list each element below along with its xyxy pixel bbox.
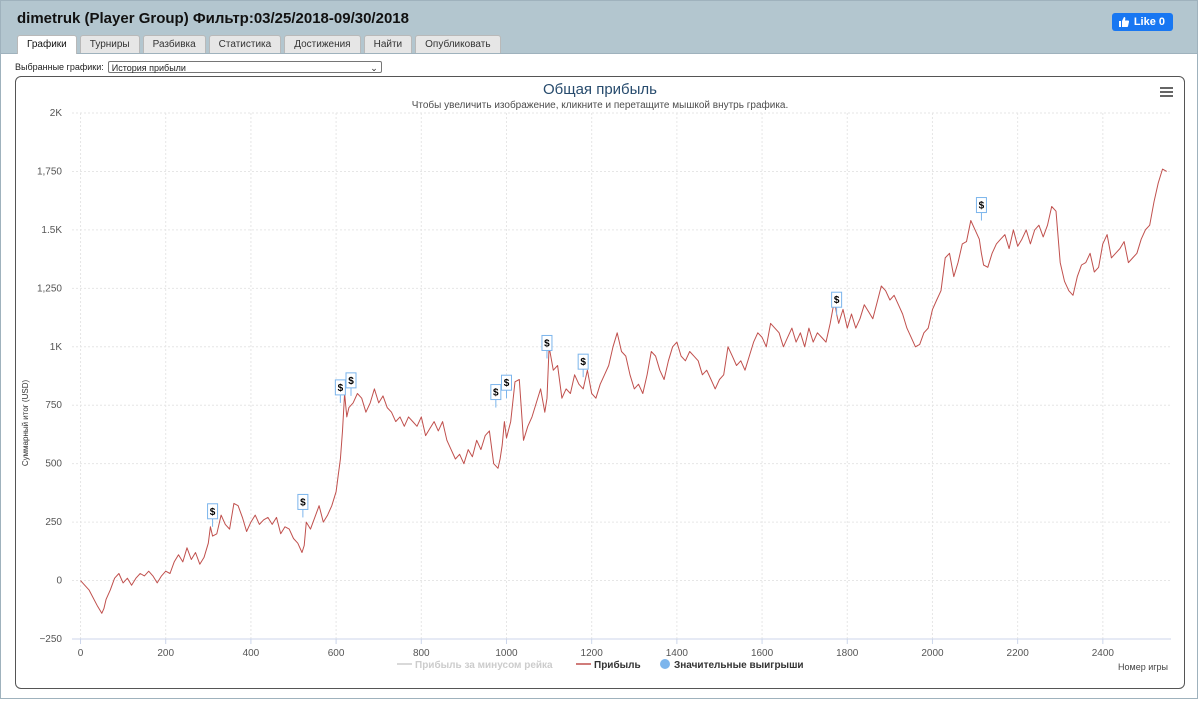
x-tick-label: 200 [157,648,174,659]
y-axis-label: Суммарный итог (USD) [21,380,30,467]
big-win-flag-box [490,384,502,401]
legend-label-big-wins: Значительные выигрыши [674,660,804,671]
y-tick-label: 1,750 [37,166,62,177]
big-win-flag-label: $ [210,507,216,518]
big-win-flag-label: $ [504,378,510,389]
big-win-flag-label: $ [979,201,985,212]
y-tick-label: −250 [39,634,62,645]
x-axis-label: Номер игры [1118,662,1168,672]
chart-title: Общая прибыль [543,81,657,98]
y-tick-label: 1K [50,342,63,353]
big-win-flag-box [577,353,589,370]
window-title: dimetruk (Player Group) Фильтр:03/25/201… [17,10,409,27]
tab-tournaments[interactable]: Турниры [79,35,140,53]
y-tick-label: 750 [45,400,62,411]
chart-selector-dropdown[interactable]: История прибыли ⌄ [107,61,382,73]
x-axis-ticks: 0 200 400 600 800 1000 1200 1400 1600 1800 2000 220… [78,639,1115,659]
x-tick-label: 2000 [921,648,944,659]
tab-achievements[interactable]: Достижения [284,35,361,53]
tab-find[interactable]: Найти [363,35,413,53]
x-tick-label: 1000 [495,648,518,659]
y-tick-label: 1,250 [37,283,62,294]
big-win-flag[interactable]: $ [541,334,553,359]
legend-swatch-big-wins [660,659,670,669]
chart-subtitle: Чтобы увеличить изображение, кликните и … [412,99,789,111]
big-win-flag-box [541,334,553,351]
chevron-down-icon: ⌄ [370,63,378,73]
tab-breakdown[interactable]: Разбивка [142,35,206,53]
legend-label-profit: Прибыль [594,659,641,671]
grid-lines [72,112,1171,640]
thumbs-up-icon [1118,17,1129,27]
big-win-flag-label: $ [580,357,586,368]
context-menu-button[interactable] [1154,83,1176,103]
big-win-flag-box [334,379,346,396]
x-tick-label: 400 [243,648,260,659]
big-win-flag[interactable]: $ [345,372,357,396]
chart-selector-value: История прибыли [111,63,186,73]
big-wins-markers[interactable]: $ $ $ $ $ $ $ $ $ $ [207,197,987,527]
x-tick-label: 600 [328,648,345,659]
tab-publish[interactable]: Опубликовать [415,35,501,53]
x-tick-label: 1800 [836,648,859,659]
profit-series-line[interactable] [80,168,1167,614]
big-win-flag-label: $ [834,295,840,306]
facebook-like-button[interactable]: Like 0 [1111,13,1173,31]
y-tick-label: 0 [56,576,62,587]
y-tick-label: 1.5K [41,225,62,236]
legend-item-big-wins[interactable]: Значительные выигрыши [660,659,804,671]
big-win-flag[interactable]: $ [207,503,219,527]
big-win-flag-box [207,503,219,520]
big-win-flag[interactable]: $ [490,384,502,408]
legend-item-profit[interactable]: Прибыль [576,659,641,671]
like-label: Like 0 [1133,16,1165,28]
x-tick-label: 800 [413,648,430,659]
x-tick-label: 2400 [1092,648,1115,659]
tab-charts[interactable]: Графики [17,35,77,54]
x-tick-label: 1400 [666,648,689,659]
big-win-flag-box [345,372,357,389]
big-win-flag[interactable]: $ [577,353,589,378]
big-win-flag-label: $ [338,383,344,394]
y-tick-label: 500 [45,459,62,470]
x-tick-label: 1200 [581,648,604,659]
big-win-flag[interactable]: $ [975,197,987,221]
legend-label-rake: Прибыль за минусом рейка [415,659,553,671]
big-win-flag-box [297,493,309,510]
big-win-flag-label: $ [348,376,354,387]
tab-statistics[interactable]: Статистика [208,35,282,53]
hamburger-menu-icon [1160,87,1173,97]
series-layer [80,168,1167,614]
x-tick-label: 1600 [751,648,774,659]
big-win-flag-label: $ [493,388,499,399]
big-win-flag[interactable]: $ [334,379,346,403]
big-win-flag-box [500,374,512,391]
chart-legend: Прибыль за минусом рейка Прибыль Значите… [397,659,804,671]
x-tick-label: 2200 [1007,648,1030,659]
y-axis-ticks: −250 0 250 500 750 1K 1,250 1.5K 1,750 2K [37,108,62,645]
big-win-flag-box [831,291,843,308]
chart-selector-row: Выбранные графики: История прибыли ⌄ [15,61,382,73]
x-tick-label: 0 [78,648,84,659]
big-win-flag-box [975,197,987,214]
y-tick-label: 250 [45,517,62,528]
profit-chart[interactable]: −250 0 250 500 750 1K 1,250 1.5K 1,750 2K 0 200 400… [16,77,1184,688]
chart-container[interactable]: −250 0 250 500 750 1K 1,250 1.5K 1,750 2K 0 200 400… [15,76,1185,689]
big-win-flag[interactable]: $ [500,374,512,399]
chart-selector-label: Выбранные графики: [15,62,104,72]
big-win-flag[interactable]: $ [297,493,309,518]
big-win-flag-label: $ [544,338,550,349]
tab-bar: Графики Турниры Разбивка Статистика Дост… [17,35,501,54]
legend-item-rake[interactable]: Прибыль за минусом рейка [397,659,553,671]
big-win-flag-label: $ [300,497,306,508]
big-win-flag[interactable]: $ [831,291,843,316]
y-tick-label: 2K [50,108,63,119]
